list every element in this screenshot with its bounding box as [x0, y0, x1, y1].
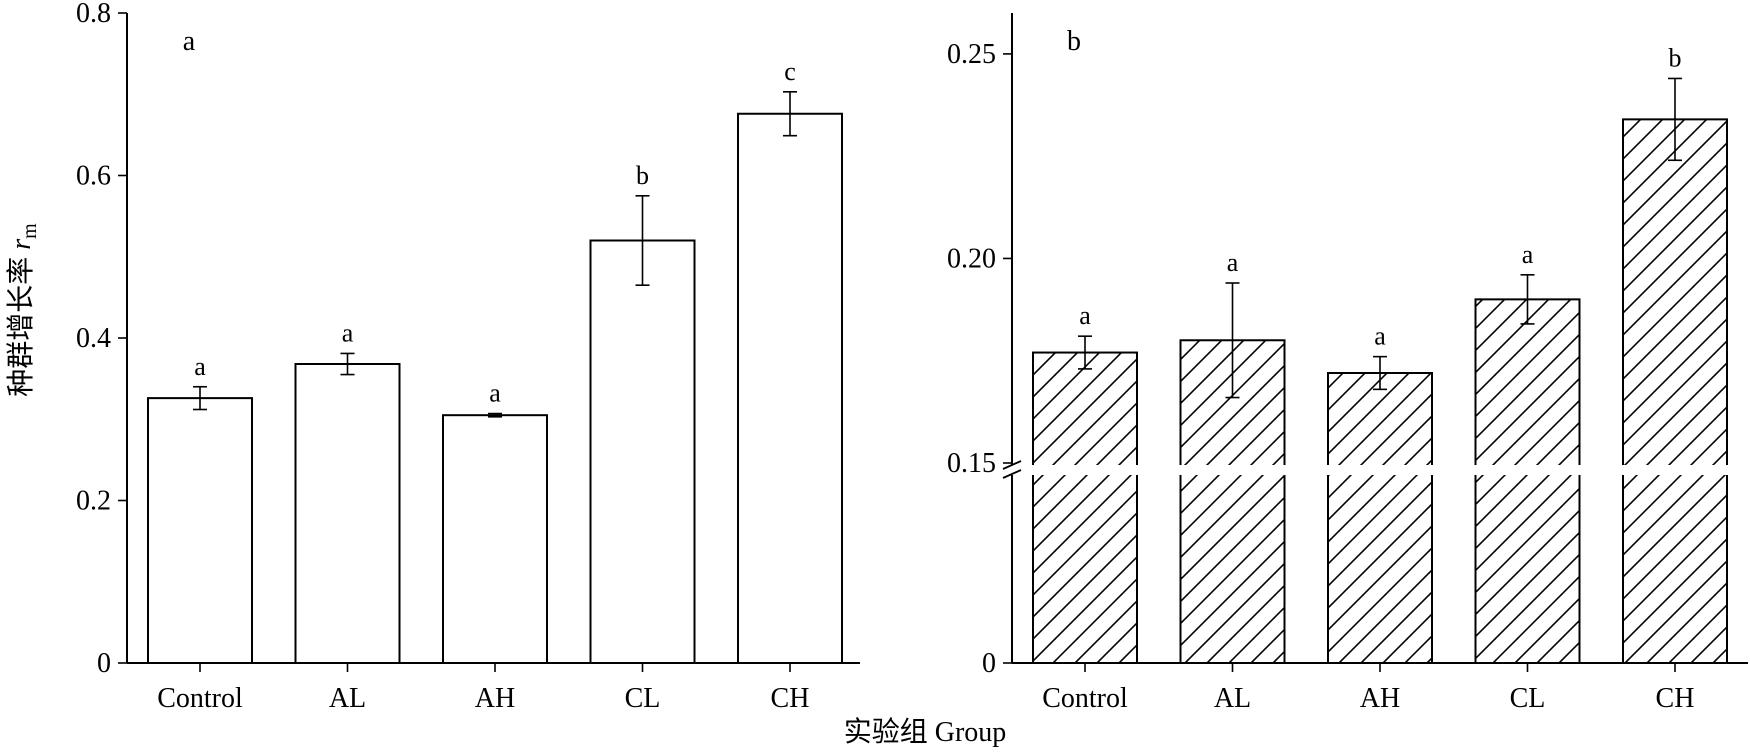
y-axis-title: 种群增长率 rm: [5, 223, 41, 397]
bar-control: [1032, 351, 1138, 664]
category-label: AH: [475, 683, 515, 714]
error-bar: [340, 352, 355, 376]
y-tick-label: 0.25: [947, 39, 996, 70]
significance-label: a: [1227, 248, 1239, 277]
panel-label: a: [183, 26, 196, 57]
y-tick-label: 0.2: [76, 486, 111, 517]
y-tick-label: 0.8: [76, 0, 111, 29]
axis-break-mark: [1002, 469, 1022, 479]
bar-ch: [1622, 118, 1728, 664]
significance-label: a: [1374, 322, 1386, 351]
error-bar: [1520, 274, 1535, 325]
significance-label: a: [1522, 240, 1534, 269]
y-tick-label: 0.20: [947, 243, 996, 274]
bar-ah: [442, 414, 548, 664]
panel-a: a Control a AL a AH b CL c CH 0 0.2 0.4 0.6 0.8 a: [76, 0, 860, 714]
error-bar: [1373, 355, 1387, 391]
bar-al: [294, 363, 401, 664]
significance-label: a: [1079, 301, 1091, 330]
error-bar: [488, 412, 502, 418]
y-axis-title-sub: m: [19, 223, 41, 239]
error-bar: [635, 195, 650, 286]
panel-b: a Control a AL a AH a CL b CH 0 0.15 0.20 0.25 b: [947, 13, 1750, 714]
y-tick-label: 0: [982, 648, 996, 679]
y-tick-label: 0.6: [76, 161, 111, 192]
significance-label: b: [636, 161, 649, 190]
category-label: CH: [1656, 683, 1695, 714]
y-axis-title-var: r: [6, 239, 37, 250]
x-axis-title: 实验组 Group: [844, 716, 1007, 748]
y-tick-label: 0.15: [947, 448, 996, 479]
bar-ah: [1327, 372, 1433, 664]
error-bar: [193, 385, 207, 411]
category-label: Control: [1042, 683, 1128, 714]
significance-label: a: [194, 352, 206, 381]
category-label: CH: [771, 683, 810, 714]
category-label: CL: [625, 683, 661, 714]
bar-cl: [1474, 298, 1581, 664]
bar-ch: [737, 112, 843, 664]
error-bar: [1668, 77, 1682, 162]
error-bar: [1078, 335, 1092, 370]
category-label: Control: [157, 683, 243, 714]
category-label: AL: [329, 683, 366, 714]
y-axis-title-text: 种群增长率: [5, 250, 37, 397]
error-bar: [783, 91, 797, 137]
category-label: AL: [1214, 683, 1251, 714]
error-bar: [1225, 282, 1240, 399]
panel-label: b: [1067, 26, 1081, 57]
category-label: AH: [1360, 683, 1400, 714]
significance-label: c: [784, 57, 796, 86]
y-tick-label: 0.4: [76, 323, 111, 354]
bar-control: [147, 397, 253, 664]
category-label: CL: [1510, 683, 1546, 714]
axis-break-mark: [1002, 460, 1022, 470]
y-tick-label: 0: [97, 648, 111, 679]
significance-label: a: [489, 379, 501, 408]
significance-label: a: [342, 318, 354, 347]
significance-label: b: [1669, 43, 1682, 72]
bar-cl: [589, 239, 696, 664]
axis-break-gap: [992, 465, 1750, 475]
